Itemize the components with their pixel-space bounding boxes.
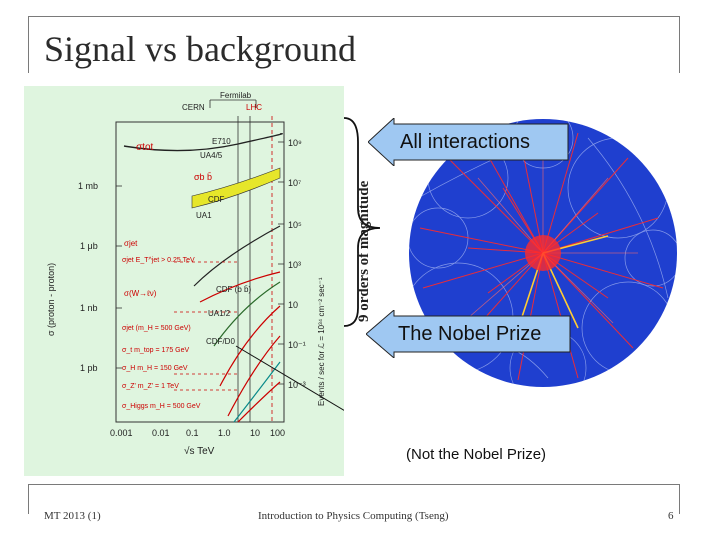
annot-sigma-h: σ_H m_H = 150 GeV: [122, 365, 188, 372]
callout-all-interactions-text: All interactions: [400, 131, 531, 153]
annot-jet-et: σjet E_T^jet > 0.25 TeV: [122, 257, 195, 264]
curve-sigma-h: [227, 335, 281, 417]
frame-bottom-right-tick: [679, 484, 680, 514]
x-tick-10: 10: [250, 428, 260, 438]
y2-tick-1e-3: 10⁻³: [288, 380, 306, 390]
experiment-label-fermilab: Fermilab: [220, 91, 252, 100]
x-tick-0.001: 0.001: [110, 428, 133, 438]
not-nobel-prize-note: (Not the Nobel Prize): [406, 446, 547, 463]
label-e710: E710: [212, 137, 231, 146]
magnitude-brace: [343, 117, 381, 327]
footer-course-title: Introduction to Physics Computing (Tseng…: [258, 510, 449, 522]
curve-cdf-bb: [213, 281, 281, 347]
y2-tick-1e3: 10³: [288, 260, 301, 270]
plot-frame: [115, 121, 285, 423]
curve-sigma-t: [219, 305, 281, 387]
experiment-label-lhc: LHC: [246, 103, 262, 112]
frame-bottom-left-tick: [28, 484, 29, 514]
label-ua12: UA1/2: [208, 309, 231, 318]
y2-tick-1e7: 10⁷: [288, 178, 301, 188]
x-tick-0.1: 0.1: [186, 428, 199, 438]
footer-page-number: 6: [668, 510, 674, 522]
curve-sigma-higgs: [237, 381, 281, 423]
label-cdf: CDF: [208, 195, 225, 204]
y-tick-1mb: 1 mb: [78, 181, 98, 191]
vertical-magnitude-label: 9 orders of magnitude: [356, 180, 372, 322]
curve-sigma-w: [199, 271, 281, 303]
frame-left-line: [28, 16, 29, 73]
label-ua1: UA1: [196, 211, 212, 220]
frame-bottom-line: [28, 484, 680, 485]
callout-nobel-prize-text: The Nobel Prize: [398, 323, 542, 345]
x-tick-100: 100: [270, 428, 285, 438]
callout-nobel-prize: [366, 310, 571, 358]
label-sigma-tot: σtot: [136, 142, 154, 153]
frame-top-line: [28, 16, 680, 17]
y2-tick-1e9: 10⁹: [288, 138, 302, 148]
annot-sigma-t: σ_t m_top = 175 GeV: [122, 347, 189, 354]
y-tick-1nb: 1 nb: [80, 303, 98, 313]
x-tick-1.0: 1.0: [218, 428, 231, 438]
y2-tick-1e5: 10⁵: [288, 220, 302, 230]
y-tick-1pb: 1 pb: [80, 363, 98, 373]
label-cdf-bb: CDF (b b̄): [216, 285, 251, 294]
cross-section-plot: Fermilab CERN LHC 1 mb 1 μb 1 nb 1 pb 10…: [46, 91, 344, 457]
annot-sigma-z: σ_Z' m_Z' = 1 TeV: [122, 383, 179, 390]
label-sigma-bb: σb b̄: [194, 172, 212, 182]
pointer-arrow-line: [235, 345, 344, 411]
label-sigma-w: σ(W→ℓν): [124, 289, 157, 298]
curve-sigma-jet: [193, 225, 281, 287]
y2-tick-1e-1: 10⁻¹: [288, 340, 306, 350]
x-tick-0.01: 0.01: [152, 428, 170, 438]
callout-all-interactions: [368, 118, 569, 166]
label-sigma-jet: σjet: [124, 239, 138, 248]
y2-tick-10: 10: [288, 300, 298, 310]
label-cdf-d0: CDF/D0: [206, 337, 235, 346]
x-axis-label: √s TeV: [184, 445, 215, 457]
annot-sigma-higgs: σ_Higgs m_H = 500 GeV: [122, 403, 201, 410]
y-tick-1ub: 1 μb: [80, 241, 98, 251]
annot-jet-mh: σjet (m_H = 500 GeV): [122, 325, 191, 332]
footer-course-code: MT 2013 (1): [44, 510, 101, 522]
curve-sigma-z: [233, 361, 281, 423]
frame-right-line: [679, 16, 680, 73]
experiment-label-cern: CERN: [182, 103, 205, 112]
y-axis-label-left: σ (proton - proton): [46, 263, 56, 336]
curve-sigma-tot: [123, 133, 283, 152]
y-axis-label-right: Events / sec for ℒ = 10³⁴ cm⁻² sec⁻¹: [317, 277, 326, 406]
curve-sigma-bb-band: [191, 167, 281, 209]
label-ua45: UA4/5: [200, 151, 223, 160]
slide-title: Signal vs background: [44, 29, 356, 69]
